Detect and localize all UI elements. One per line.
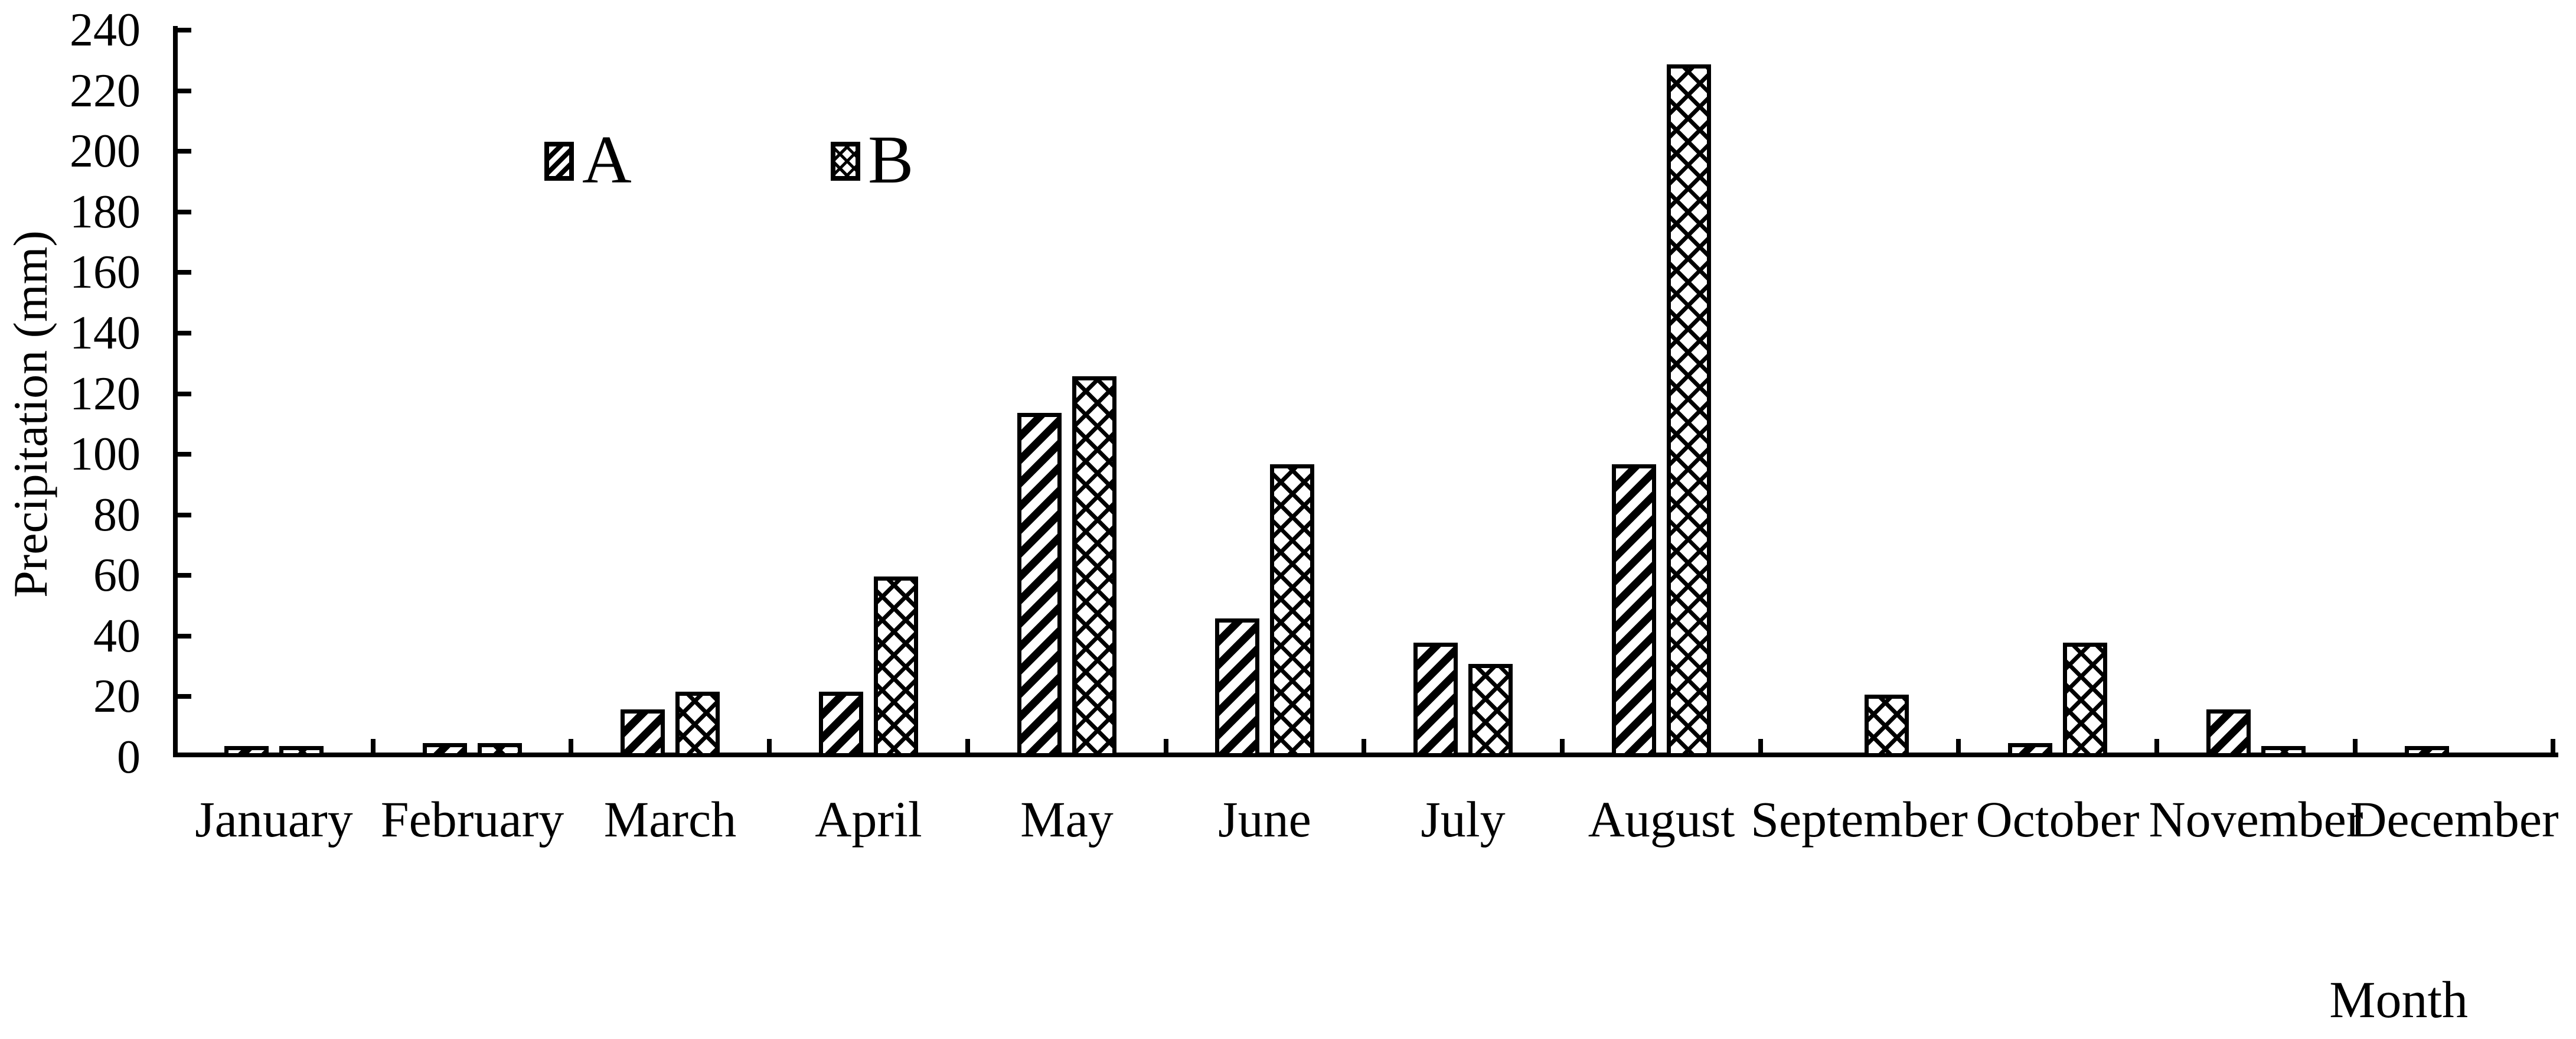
y-axis-tick-200 [178, 149, 191, 154]
legend-label-series-b: B [868, 122, 914, 198]
x-tick-label-january: January [195, 791, 353, 848]
y-tick-label-200: 200 [70, 125, 141, 178]
bar-a-july [1413, 643, 1458, 757]
x-tick-label-february: February [380, 791, 564, 848]
x-tick-label-november: November [2149, 791, 2363, 848]
x-axis-tick-4 [965, 739, 970, 753]
y-axis-tick-220 [178, 88, 191, 93]
bar-b-august [1667, 64, 1711, 757]
x-tick-label-june: June [1218, 791, 1311, 848]
bar-a-october [2008, 743, 2052, 757]
x-axis-tick-7 [1559, 739, 1565, 753]
y-axis-tick-120 [178, 391, 191, 396]
bar-b-march [675, 692, 720, 757]
x-axis-tick-10 [2154, 739, 2159, 753]
bar-b-november [2261, 746, 2306, 757]
x-tick-label-october: October [1976, 791, 2140, 848]
x-tick-label-july: July [1421, 791, 1506, 848]
y-axis-tick-40 [178, 633, 191, 639]
x-axis-title: Month [2329, 972, 2468, 1029]
legend-swatch-series-a [544, 142, 574, 181]
y-tick-label-0: 0 [117, 731, 141, 783]
y-axis-tick-80 [178, 512, 191, 517]
y-axis-tick-20 [178, 694, 191, 699]
bar-b-april [874, 577, 918, 757]
bar-a-november [2206, 709, 2251, 757]
bar-b-october [2063, 643, 2107, 757]
y-tick-label-240: 240 [70, 4, 141, 56]
x-axis-tick-6 [1362, 739, 1367, 753]
y-axis-line [173, 26, 178, 757]
y-axis-tick-180 [178, 209, 191, 214]
y-tick-label-60: 60 [93, 549, 141, 602]
y-axis-tick-160 [178, 270, 191, 275]
y-tick-label-40: 40 [93, 610, 141, 662]
y-tick-label-220: 220 [70, 64, 141, 117]
bar-b-february [478, 743, 522, 757]
y-tick-label-180: 180 [70, 185, 141, 238]
x-axis-tick-5 [1163, 739, 1168, 753]
y-tick-label-140: 140 [70, 307, 141, 359]
x-tick-label-september: September [1751, 791, 1968, 848]
y-tick-label-160: 160 [70, 246, 141, 299]
x-axis-tick-11 [2352, 739, 2358, 753]
bar-b-september [1865, 695, 1909, 757]
x-tick-label-may: May [1020, 791, 1114, 848]
x-axis-tick-8 [1758, 739, 1763, 753]
y-axis-tick-60 [178, 573, 191, 578]
bar-a-march [621, 709, 665, 757]
legend-label-series-a: A [582, 122, 632, 198]
y-axis-tick-100 [178, 452, 191, 457]
y-axis-tick-140 [178, 330, 191, 336]
bar-a-december [2405, 746, 2449, 757]
bar-a-february [423, 743, 467, 757]
y-tick-label-120: 120 [70, 367, 141, 420]
bar-b-january [279, 746, 324, 757]
bar-b-may [1072, 376, 1116, 757]
y-tick-label-20: 20 [93, 670, 141, 723]
bar-a-august [1612, 464, 1656, 757]
x-tick-label-august: August [1588, 791, 1735, 848]
x-axis-line [173, 753, 2558, 757]
x-axis-tick-2 [569, 739, 574, 753]
legend-swatch-series-b [831, 142, 860, 181]
bar-b-july [1468, 664, 1513, 757]
x-tick-label-december: December [2350, 791, 2559, 848]
y-axis-tick-240 [178, 28, 191, 32]
x-axis-tick-3 [767, 739, 772, 753]
x-tick-label-april: April [815, 791, 922, 848]
x-axis-tick-1 [370, 739, 376, 753]
bar-a-may [1017, 413, 1062, 757]
x-tick-label-march: March [603, 791, 737, 848]
bar-a-april [819, 692, 863, 757]
bar-b-june [1270, 464, 1314, 757]
y-tick-label-100: 100 [70, 428, 141, 481]
y-tick-label-80: 80 [93, 488, 141, 541]
x-axis-tick-12 [2551, 739, 2556, 753]
bar-a-june [1215, 618, 1259, 757]
x-axis-tick-9 [1956, 739, 1961, 753]
bar-a-january [224, 746, 269, 757]
